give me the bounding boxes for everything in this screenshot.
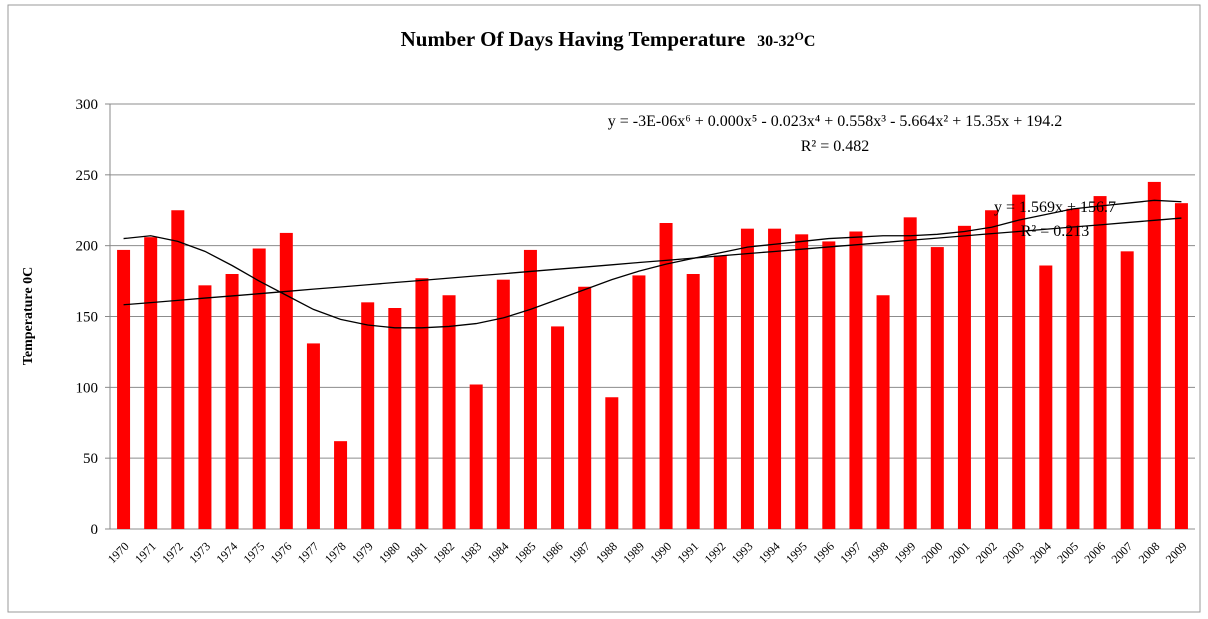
bar — [415, 278, 429, 529]
bar — [930, 247, 944, 530]
bar — [442, 295, 456, 529]
bar — [1093, 196, 1107, 530]
trend-r2: R² = 0.482 — [801, 138, 870, 155]
y-tick-label: 50 — [83, 451, 98, 467]
bar — [795, 234, 809, 530]
bar — [523, 249, 537, 529]
bar — [659, 223, 673, 529]
bar — [225, 274, 239, 529]
bar — [171, 210, 185, 529]
title-unit: C — [804, 33, 816, 50]
bar — [334, 441, 348, 529]
bar — [713, 255, 727, 530]
bar — [469, 384, 483, 529]
bar — [388, 308, 402, 529]
y-tick-label: 150 — [76, 310, 99, 326]
chart-title: Number Of Days Having Temperature 30-32OC — [401, 27, 816, 51]
bar — [822, 241, 836, 529]
y-tick-label: 300 — [76, 97, 99, 113]
bar — [1120, 251, 1134, 530]
bar — [306, 343, 320, 529]
bar — [117, 249, 131, 529]
bar — [849, 231, 863, 529]
bar — [1066, 208, 1080, 530]
y-axis-label: Temperature 0C — [21, 267, 36, 365]
bar — [279, 232, 293, 529]
trendline — [123, 217, 1182, 306]
bar — [361, 302, 375, 529]
bar — [1039, 265, 1053, 529]
bar — [496, 279, 510, 529]
bar — [632, 275, 646, 529]
bar — [605, 397, 619, 529]
bar — [985, 210, 999, 529]
y-tick-label: 100 — [76, 380, 99, 396]
trend-r2: R² = 0.213 — [1021, 223, 1090, 240]
bar — [551, 326, 565, 529]
title-sup: O — [794, 29, 803, 43]
trendline — [123, 199, 1182, 329]
title-text: Number Of Days Having Temperature — [401, 27, 746, 51]
bar — [876, 295, 890, 529]
y-tick-label: 250 — [76, 168, 99, 184]
y-tick-label: 0 — [91, 522, 99, 538]
bar — [252, 248, 266, 529]
title-range: 30-32 — [757, 33, 794, 50]
trend-equation: y = -3E-06x⁶ + 0.000x⁵ - 0.023x⁴ + 0.558… — [608, 113, 1063, 130]
bar — [144, 237, 158, 529]
bar — [1147, 181, 1161, 529]
bar — [957, 225, 971, 530]
trend-equation: y = 1.569x + 156.7 — [994, 199, 1116, 216]
bar — [1174, 203, 1188, 529]
bar — [740, 228, 754, 529]
bar — [1012, 194, 1026, 529]
y-tick-label: 200 — [76, 239, 99, 255]
bar — [578, 286, 592, 529]
bar — [198, 285, 212, 529]
bar — [768, 228, 782, 529]
bar — [686, 274, 700, 529]
bar — [903, 217, 917, 530]
